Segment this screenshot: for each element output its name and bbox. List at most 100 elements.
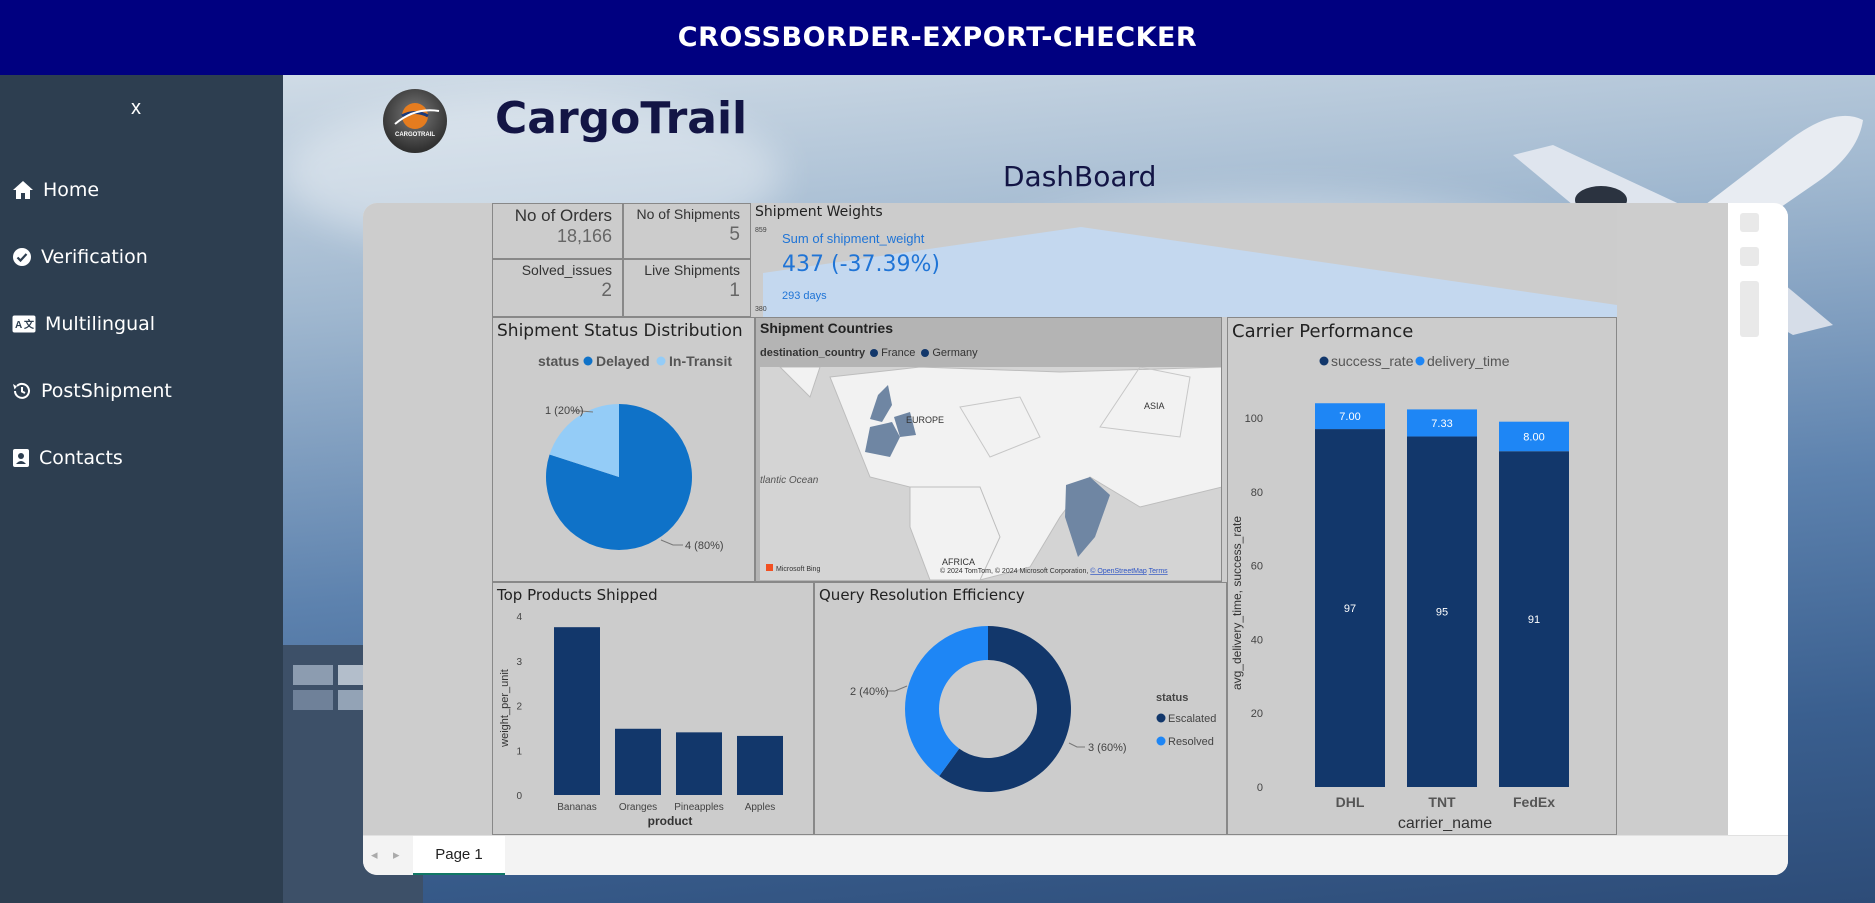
weights-value: 437 (-37.39%) xyxy=(782,252,940,277)
shipment-weights-card[interactable]: Shipment Weights 859 380 Sum of shipment… xyxy=(751,203,1617,317)
x-tick-label: FedEx xyxy=(1513,794,1555,810)
y-tick-label: 2 xyxy=(516,702,522,713)
kpi-value: 18,166 xyxy=(556,226,612,246)
weights-title: Shipment Weights xyxy=(755,204,883,220)
legend-dot xyxy=(870,349,879,357)
legend-item-in-transit: In-Transit xyxy=(669,353,732,369)
x-tick-label: Apples xyxy=(745,802,776,813)
terms-link[interactable]: Terms xyxy=(1149,568,1169,575)
bing-logo-icon xyxy=(766,564,773,571)
leader-line xyxy=(887,685,908,692)
kpi-label: No of Orders xyxy=(514,206,612,225)
tab-page-1[interactable]: Page 1 xyxy=(413,836,505,875)
legend-dot xyxy=(1156,713,1166,723)
legend-dot xyxy=(583,356,593,366)
sidebar-item-label: Multilingual xyxy=(45,313,156,335)
legend-dot xyxy=(1319,356,1329,366)
carrier-bar-chart: success_rate delivery_time 0 20 40 60 80 100 avg… xyxy=(1230,353,1569,832)
x-tick-label: Bananas xyxy=(557,802,596,813)
kpi-solved-issues[interactable]: Solved_issues 2 xyxy=(492,259,623,317)
products-bar-chart: 0 1 2 3 4 weight_per_unit Bananas Oranges Pineap… xyxy=(499,612,783,828)
bar-bananas xyxy=(554,627,600,795)
kpi-live-shipments[interactable]: Live Shipments 1 xyxy=(623,259,751,317)
data-label: 7.33 xyxy=(1431,418,1452,430)
tile-title: Carrier Performance xyxy=(1232,321,1414,342)
osm-link[interactable]: © OpenStreetMap xyxy=(1090,567,1147,575)
next-page-arrow-icon[interactable]: ▸ xyxy=(393,847,400,862)
status-distribution-tile[interactable]: Shipment Status Distribution status Delay… xyxy=(492,317,755,582)
weights-axis-top: 859 xyxy=(755,227,767,234)
report-canvas: No of Orders 18,166 No of Shipments 5 So… xyxy=(363,203,1728,835)
x-tick-label: TNT xyxy=(1428,794,1456,810)
bar-pineapples xyxy=(676,732,722,795)
sidebar-item-contacts[interactable]: Contacts xyxy=(12,443,123,473)
tile-title: Query Resolution Efficiency xyxy=(819,586,1025,604)
map-label-europe: EUROPE xyxy=(906,415,944,425)
sidebar-item-label: PostShipment xyxy=(41,380,172,402)
y-tick-label: 0 xyxy=(516,791,522,802)
sidebar-item-label: Contacts xyxy=(39,447,123,469)
bar-tnt-success_rate xyxy=(1407,436,1477,787)
sidebar-item-postshipment[interactable]: PostShipment xyxy=(12,376,172,406)
bar-dhl-success_rate xyxy=(1315,429,1385,787)
history-icon xyxy=(13,382,30,399)
sidebar-item-home[interactable]: Home xyxy=(12,175,99,205)
carrier-performance-tile[interactable]: Carrier Performance success_rate delivery… xyxy=(1227,317,1617,835)
kpi-shipments[interactable]: No of Shipments 5 xyxy=(623,203,751,259)
report-side-panel xyxy=(1728,203,1788,835)
map-legend: destination_country France Germany xyxy=(760,347,978,359)
bar-dhl-delivery_time xyxy=(1315,403,1385,430)
y-tick-label: 4 xyxy=(516,612,522,623)
legend-dot xyxy=(921,349,930,357)
panel-button[interactable] xyxy=(1740,247,1759,266)
kpi-value: 5 xyxy=(729,224,740,245)
y-axis-label: avg_delivery_time, success_rate xyxy=(1230,516,1244,690)
query-resolution-tile[interactable]: Query Resolution Efficiency 3 (60%) 2 (40… xyxy=(814,582,1227,835)
legend-item-delayed: Delayed xyxy=(596,353,650,369)
y-axis-label: weight_per_unit xyxy=(499,669,511,748)
legend-title: status xyxy=(538,353,579,369)
y-tick-label: 100 xyxy=(1245,413,1263,425)
shipment-countries-map-tile[interactable]: Shipment Countries destination_country F… xyxy=(755,317,1222,582)
y-tick-label: 3 xyxy=(516,657,522,668)
sidebar-item-label: Home xyxy=(43,179,100,201)
world-map: EUROPE ASIA AFRICA tlantic Ocean Microso… xyxy=(760,367,1221,580)
kpi-label: No of Shipments xyxy=(636,206,741,222)
y-tick-label: 40 xyxy=(1251,634,1263,646)
sidebar-item-label: Verification xyxy=(41,246,148,268)
panel-button[interactable] xyxy=(1740,213,1759,232)
svg-text:A: A xyxy=(15,320,22,331)
tile-title: Shipment Countries xyxy=(760,320,894,336)
app-title: CROSSBORDER-EXPORT-CHECKER xyxy=(677,22,1198,53)
data-label: 7.00 xyxy=(1339,411,1360,423)
bar-fedex-delivery_time xyxy=(1499,421,1569,452)
weights-axis-bottom: 380 xyxy=(755,306,767,313)
logo-text: CARGOTRAIL xyxy=(395,132,435,138)
y-tick-label: 80 xyxy=(1251,487,1263,499)
data-label: 91 xyxy=(1528,614,1540,626)
sidebar-item-verification[interactable]: Verification xyxy=(12,242,148,272)
map-label-ocean: tlantic Ocean xyxy=(760,475,819,486)
legend-germany: Germany xyxy=(932,347,978,359)
legend-dot xyxy=(1415,356,1425,366)
main-area: CARGOTRAIL CargoTrail DashBoard No of Or… xyxy=(283,75,1875,903)
status-pie-chart: status Delayed In-Transit 1 (20%) 4 (80%) xyxy=(538,353,732,552)
cargotrail-logo: CARGOTRAIL xyxy=(383,89,447,153)
y-tick-label: 20 xyxy=(1251,708,1263,720)
bar-fedex-success_rate xyxy=(1499,451,1569,787)
bar-apples xyxy=(737,735,783,795)
pie-slice-in-transit xyxy=(549,404,619,477)
data-label-resolved: 2 (40%) xyxy=(850,686,889,698)
query-donut-chart: 3 (60%) 2 (40%) status Escalated Resolved xyxy=(850,626,1216,792)
app-header: CROSSBORDER-EXPORT-CHECKER xyxy=(0,0,1875,75)
prev-page-arrow-icon[interactable]: ◂ xyxy=(371,847,378,862)
kpi-orders[interactable]: No of Orders 18,166 xyxy=(492,203,623,259)
sidebar-close-button[interactable]: x xyxy=(131,97,141,119)
report-scrollbar[interactable] xyxy=(1740,281,1759,337)
top-products-tile[interactable]: Top Products Shipped 0 1 2 3 4 weight_per_uni… xyxy=(492,582,814,835)
data-label-in-transit: 1 (20%) xyxy=(545,405,584,417)
kpi-value: 2 xyxy=(601,280,612,301)
legend-item-delivery_time: delivery_time xyxy=(1427,353,1510,369)
